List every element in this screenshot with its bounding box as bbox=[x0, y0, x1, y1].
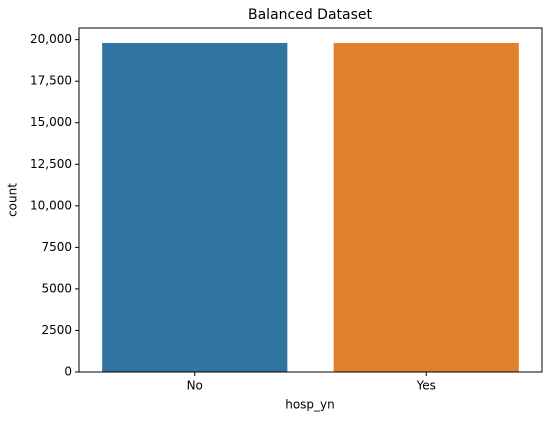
plot-frame bbox=[78, 27, 543, 373]
y-tick-label: 12,500 bbox=[30, 157, 72, 171]
y-tick-label: 0 bbox=[64, 365, 72, 379]
x-tick-label: No bbox=[187, 379, 203, 393]
y-tick-label: 15,000 bbox=[30, 115, 72, 129]
y-axis-label: count bbox=[6, 183, 20, 217]
y-tick-label: 10,000 bbox=[30, 198, 72, 212]
y-tick-label: 20,000 bbox=[30, 32, 72, 46]
x-axis-label: hosp_yn bbox=[285, 398, 335, 412]
bar bbox=[333, 42, 519, 373]
x-tick-label: Yes bbox=[416, 379, 436, 393]
chart-title: Balanced Dataset bbox=[248, 7, 373, 23]
y-tick-label: 5000 bbox=[41, 281, 72, 295]
bar bbox=[102, 42, 288, 373]
y-tick-label: 2500 bbox=[41, 323, 72, 337]
y-tick-label: 7500 bbox=[41, 240, 72, 254]
y-tick-label: 17,500 bbox=[30, 74, 72, 88]
